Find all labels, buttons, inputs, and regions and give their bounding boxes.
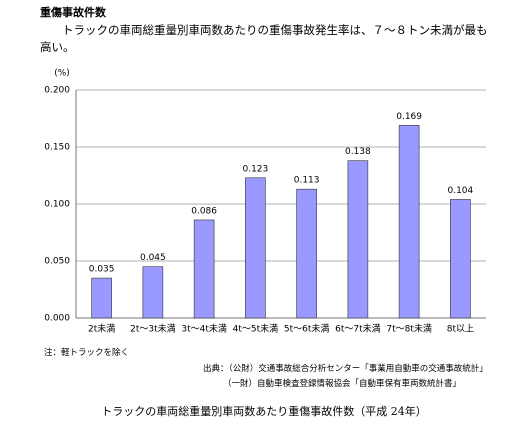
y-tick-label: 0.050 [44, 257, 70, 267]
x-tick-label: 8t以上 [447, 324, 474, 335]
x-tick-label: 3t～4t未満 [181, 323, 227, 335]
value-label: 0.104 [447, 186, 473, 196]
value-label: 0.045 [140, 253, 166, 263]
caption: トラックの車両総重量別車両数あたり重傷事故件数（平成 24年） [101, 405, 427, 418]
x-tick-label: 6t～7t未満 [335, 323, 381, 335]
x-tick-label: 5t～6t未満 [284, 323, 330, 335]
value-label: 0.138 [345, 147, 371, 157]
heading: 重傷事故件数 [40, 6, 106, 19]
y-tick-label: 0.000 [44, 314, 70, 324]
bar [347, 160, 369, 319]
y-tick-label: 0.100 [44, 200, 70, 210]
bar [296, 188, 317, 319]
source: 出典：（公財）交通事故総合分析センター「事業用自動車の交通事故統計」 [203, 364, 488, 374]
value-label: 0.035 [89, 265, 115, 275]
value-label: 0.169 [396, 112, 422, 122]
value-label: 0.123 [242, 164, 268, 174]
bar [450, 199, 471, 319]
bar [193, 219, 215, 319]
y-axis-label: (%) [54, 69, 70, 79]
bar [245, 177, 266, 319]
x-tick-label: 4t～5t未満 [233, 323, 279, 335]
x-tick-label: 7t～8t未満 [386, 323, 432, 335]
source: （一財）自動車検査登録情報協会「自動車保有車両数統計書」 [223, 379, 462, 389]
bar [142, 266, 164, 319]
x-tick-label: 2t未満 [88, 323, 115, 335]
bar [398, 125, 420, 319]
x-tick-label: 2t～3t未満 [130, 323, 176, 335]
y-tick-label: 0.150 [44, 143, 70, 153]
value-label: 0.086 [191, 206, 217, 216]
value-label: 0.113 [294, 176, 320, 186]
note: 注：軽トラックを除く [44, 348, 130, 358]
bar [91, 277, 112, 319]
y-tick-label: 0.200 [44, 86, 70, 96]
lead-text: トラックの車両総重量別車両数あたりの重傷事故発生率は、７～８トン未満が最も高い。 [40, 23, 488, 54]
